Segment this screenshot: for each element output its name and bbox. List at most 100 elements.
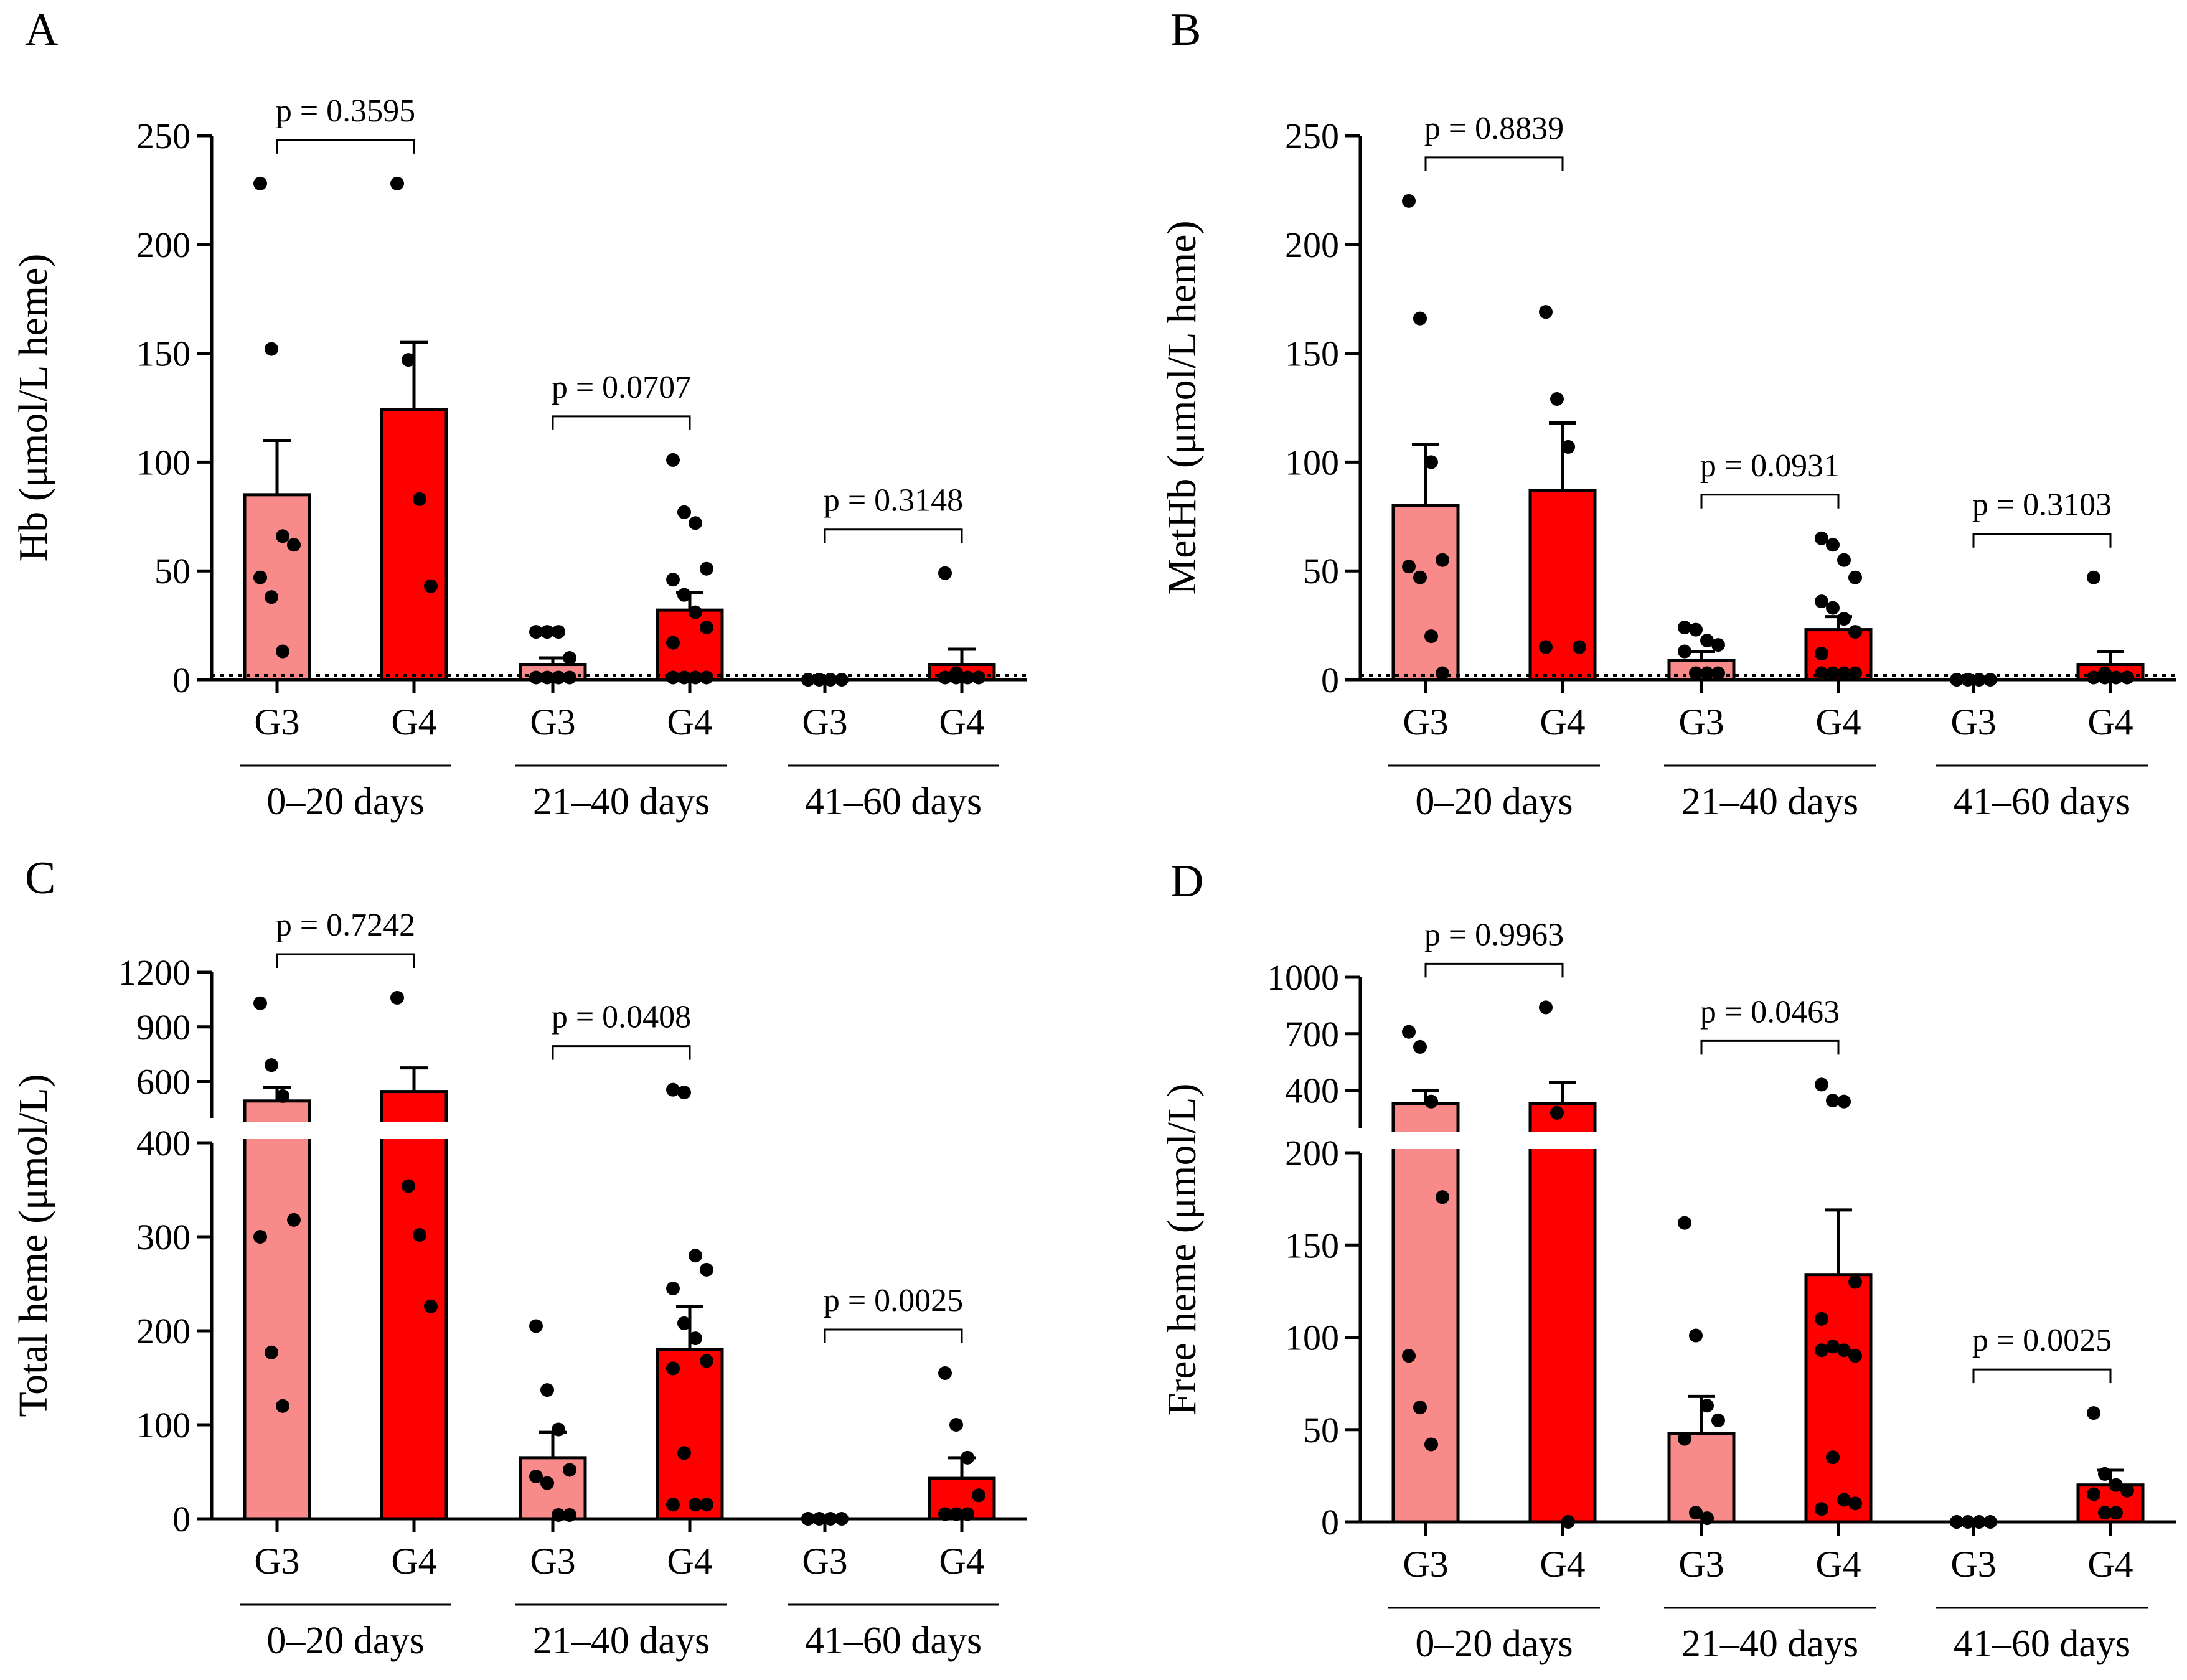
data-point [2109,1478,2123,1492]
bar [1804,1273,1873,1524]
y-tick-label: 100 [1285,1318,1339,1358]
data-point [666,573,680,587]
data-point [666,1498,680,1512]
data-point [390,176,404,190]
data-point [1678,1432,1691,1446]
data-point [413,1227,426,1242]
group-label: 0–20 days [1415,781,1573,823]
data-point [265,1345,278,1359]
bar [656,1348,724,1521]
y-tick-label: 0 [172,660,190,700]
p-value-label: p = 0.0025 [1972,1323,2112,1358]
y-tick-label: 200 [136,225,190,265]
data-point [1678,644,1691,659]
data-point [276,644,289,659]
data-point [1826,1340,1840,1354]
chart-panel-B: B 0 50 100 150 200 250 MetHb (μmol/L heme) G3 G4 G… [1159,4,2176,823]
y-tick-label: 250 [136,116,190,156]
data-point [1561,439,1575,454]
data-point [529,1470,543,1484]
y-tick-label: 1000 [1267,957,1339,998]
x-tick-label: G3 [1403,1544,1448,1585]
x-tick-label: G3 [1950,1544,1996,1585]
x-tick-label: G4 [1540,1544,1585,1585]
p-bracket [1424,156,1564,171]
data-point [276,529,289,543]
x-tick-label: G3 [254,702,299,743]
data-point [1550,392,1564,406]
data-point [529,625,543,639]
data-point [402,353,415,367]
p-value-label: p = 0.3103 [1972,487,2112,523]
data-point [689,1249,702,1263]
data-point [276,1089,289,1103]
axis-break-mark [1355,1130,1365,1150]
data-point [1550,1105,1564,1120]
data-point [563,1463,576,1477]
data-point [1826,1094,1840,1108]
y-tick-label: 50 [1303,551,1339,591]
data-point [1826,1450,1840,1465]
y-tick-label: 900 [136,1007,190,1048]
group-label: 41–60 days [805,781,982,823]
y-axis-title: Total heme (μmol/L) [11,1074,56,1417]
x-tick-label: G3 [1678,1544,1724,1585]
data-point [540,1476,554,1490]
data-point [700,670,713,685]
data-point [390,990,404,1005]
data-point [666,1282,680,1296]
p-value-label: p = 0.9963 [1424,917,1564,952]
data-point [1815,594,1828,609]
group-label: 0–20 days [266,1620,424,1662]
data-point [253,570,267,584]
bar [1391,504,1460,682]
data-point [424,1299,438,1313]
y-tick-label: 200 [1285,1133,1339,1173]
x-tick-label: G4 [2087,1544,2133,1585]
data-point [1700,634,1714,648]
data-point [1848,570,1862,584]
x-tick-label: G4 [667,702,712,743]
data-point [1402,1349,1416,1363]
y-tick-label: 150 [1285,1225,1339,1265]
data-point [700,1354,713,1368]
axis-break-gap [1363,1132,2178,1149]
x-tick-label: G4 [939,702,984,743]
data-point [265,1058,278,1072]
data-point [1848,1496,1862,1511]
data-point [2087,1406,2100,1420]
data-point [700,561,713,576]
p-value-label: p = 0.0463 [1700,994,1840,1030]
data-point [2098,1506,2112,1520]
data-point [1402,194,1416,208]
y-axis-title: MetHb (μmol/L heme) [1159,220,1205,594]
data-point [287,1213,301,1227]
p-value-label: p = 0.0931 [1700,448,1840,484]
data-point [2087,1487,2100,1501]
data-point [1436,666,1449,680]
data-point [413,492,426,506]
panels: A 0 50 100 150 200 250 Hb (μmol/L heme) G3 G4 G3 G4… [11,4,2178,1665]
data-point [563,651,576,665]
data-point [1815,531,1828,545]
data-point [689,605,702,619]
group-label: 41–60 days [805,1620,982,1662]
data-point [1689,1506,1703,1520]
data-point [1539,640,1553,654]
bar [1528,489,1597,682]
data-point [540,1383,554,1397]
group-label: 0–20 days [266,781,424,823]
data-point [949,1418,963,1432]
p-bracket [1972,533,2112,548]
chart-panel-C: C 0 100 200 300 400 600 900 1200 Total heme (μmol… [11,853,1030,1662]
data-point [1539,305,1553,319]
data-point [1837,1493,1851,1507]
data-point [1711,638,1725,652]
x-tick-label: G4 [2087,702,2133,743]
p-bracket [824,528,963,543]
chart-panel-A: A 0 50 100 150 200 250 Hb (μmol/L heme) G3 G4 G3 G4… [11,4,1027,823]
data-point [1837,1094,1851,1109]
x-tick-label: G4 [667,1541,712,1582]
y-tick-label: 100 [1285,442,1339,482]
